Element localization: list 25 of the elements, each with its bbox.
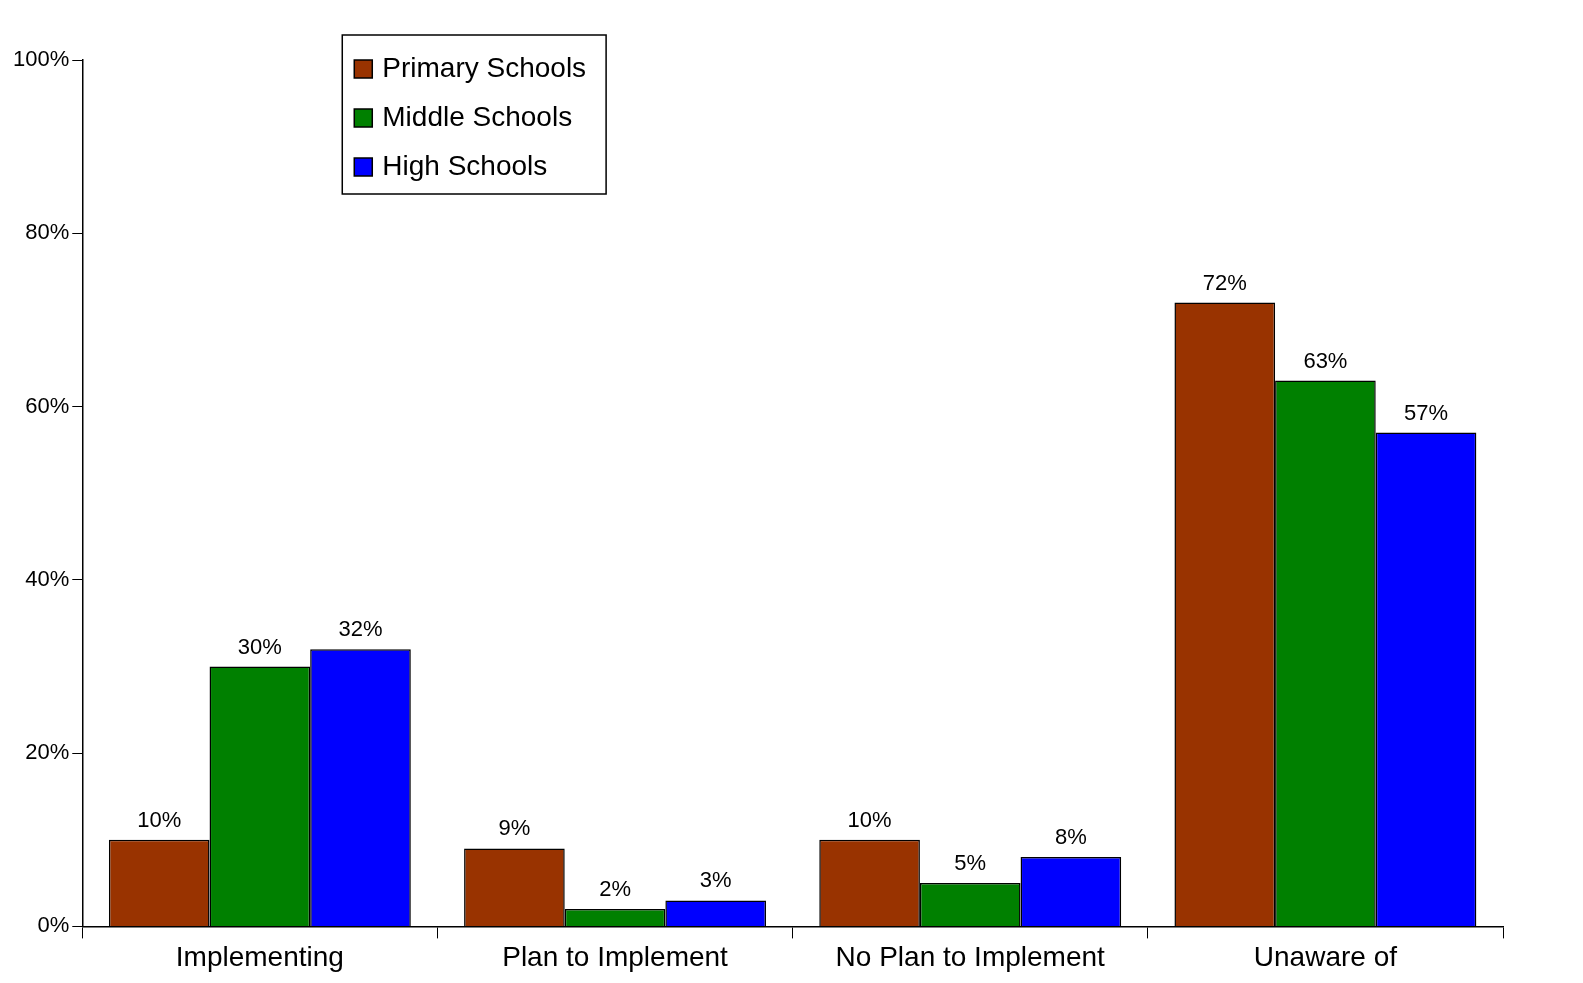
data-label: 72%	[1202, 269, 1247, 295]
data-label: 30%	[237, 633, 282, 659]
data-label: 5%	[954, 850, 987, 876]
y-tick-label: 60%	[25, 392, 70, 418]
y-tick-label: 80%	[25, 219, 70, 245]
x-tick-label: No Plan to Implement	[835, 940, 1106, 972]
data-label: 9%	[498, 815, 531, 841]
data-label: 63%	[1303, 347, 1348, 373]
data-label: 3%	[699, 867, 732, 893]
y-tick-label: 40%	[25, 565, 70, 591]
legend-label: High Schools	[382, 149, 548, 181]
data-label: 10%	[137, 806, 182, 832]
y-tick-label: 100%	[12, 46, 70, 72]
x-tick-label: Implementing	[175, 940, 344, 972]
y-tick-label: 0%	[37, 912, 70, 938]
legend-label: Primary Schools	[382, 51, 587, 83]
data-label: 2%	[599, 876, 631, 902]
data-label: 10%	[847, 806, 892, 832]
data-label: 8%	[1054, 824, 1087, 850]
legend-label: Middle Schools	[382, 100, 573, 132]
x-tick-label: Unaware of	[1253, 940, 1398, 972]
x-tick-label: Plan to Implement	[502, 940, 729, 972]
y-tick-label: 20%	[25, 739, 70, 765]
data-label: 32%	[338, 616, 383, 642]
data-label: 57%	[1404, 399, 1449, 425]
